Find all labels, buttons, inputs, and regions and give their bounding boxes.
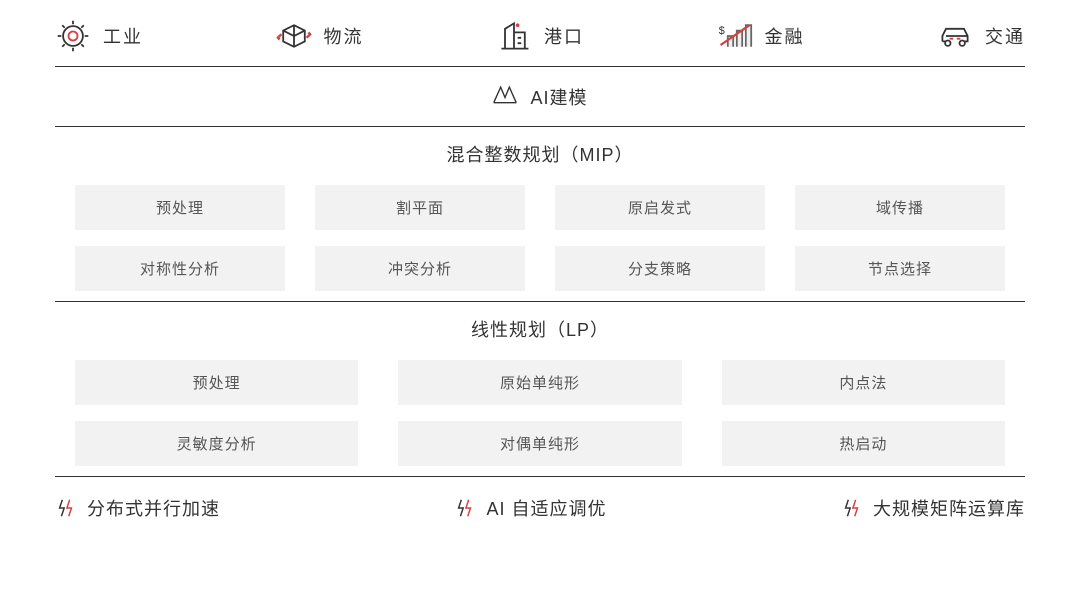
industry-label: 工业 xyxy=(103,23,143,49)
bottom-label: 分布式并行加速 xyxy=(87,495,220,521)
mip-chip-grid: 预处理 割平面 原启发式 域传播 对称性分析 冲突分析 分支策略 节点选择 xyxy=(55,185,1025,291)
chip: 分支策略 xyxy=(555,246,765,291)
bottom-label: AI 自适应调优 xyxy=(486,495,606,521)
building-icon xyxy=(496,18,532,54)
ai-model-icon xyxy=(492,83,518,110)
industry-item-finance: $ 金融 xyxy=(717,18,805,54)
bottom-item-ai-tuning: AI 自适应调优 xyxy=(454,495,606,521)
chip: 对偶单纯形 xyxy=(398,421,681,466)
lp-chip-grid: 预处理 原始单纯形 内点法 灵敏度分析 对偶单纯形 热启动 xyxy=(55,360,1025,466)
chip: 原始单纯形 xyxy=(398,360,681,405)
industry-item-logistics: 物流 xyxy=(276,18,364,54)
bottom-label: 大规模矩阵运算库 xyxy=(873,495,1025,521)
chip: 内点法 xyxy=(722,360,1005,405)
industry-item-port: 港口 xyxy=(496,18,584,54)
industry-row: 工业 物流 港口 xyxy=(55,10,1025,66)
lightning-icon xyxy=(841,497,863,519)
gear-icon xyxy=(55,18,91,54)
chip: 灵敏度分析 xyxy=(75,421,358,466)
bottom-item-matrix: 大规模矩阵运算库 xyxy=(841,495,1025,521)
industry-label: 港口 xyxy=(544,23,584,49)
industry-item-industry: 工业 xyxy=(55,18,143,54)
chip: 对称性分析 xyxy=(75,246,285,291)
chip: 预处理 xyxy=(75,360,358,405)
chip: 割平面 xyxy=(315,185,525,230)
chip: 热启动 xyxy=(722,421,1005,466)
bottom-row: 分布式并行加速 AI 自适应调优 大规模矩阵运算库 xyxy=(55,477,1025,521)
chip: 预处理 xyxy=(75,185,285,230)
ai-model-label: AI建模 xyxy=(530,84,587,110)
chip: 原启发式 xyxy=(555,185,765,230)
lightning-icon xyxy=(55,497,77,519)
chip: 冲突分析 xyxy=(315,246,525,291)
box-icon xyxy=(276,18,312,54)
lp-section: 线性规划（LP） 预处理 原始单纯形 内点法 灵敏度分析 对偶单纯形 热启动 xyxy=(55,302,1025,476)
mip-title: 混合整数规划（MIP） xyxy=(55,141,1025,167)
ai-model-row: AI建模 xyxy=(55,67,1025,126)
svg-text:$: $ xyxy=(718,25,724,37)
industry-label: 物流 xyxy=(324,23,364,49)
industry-item-transport: 交通 xyxy=(937,18,1025,54)
industry-label: 金融 xyxy=(765,23,805,49)
chip: 域传播 xyxy=(795,185,1005,230)
bottom-item-distributed: 分布式并行加速 xyxy=(55,495,220,521)
lightning-icon xyxy=(454,497,476,519)
mip-section: 混合整数规划（MIP） 预处理 割平面 原启发式 域传播 对称性分析 冲突分析 … xyxy=(55,127,1025,301)
car-icon xyxy=(937,18,973,54)
industry-label: 交通 xyxy=(985,23,1025,49)
chart-icon: $ xyxy=(717,18,753,54)
chip: 节点选择 xyxy=(795,246,1005,291)
lp-title: 线性规划（LP） xyxy=(55,316,1025,342)
